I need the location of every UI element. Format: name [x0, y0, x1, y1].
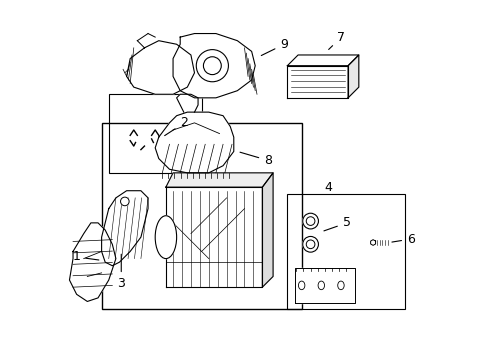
Polygon shape — [126, 41, 194, 94]
Circle shape — [121, 197, 129, 206]
Text: 3: 3 — [117, 254, 125, 290]
Ellipse shape — [155, 216, 176, 258]
Text: 1: 1 — [72, 250, 99, 264]
Text: 7: 7 — [328, 31, 345, 49]
Polygon shape — [69, 223, 116, 301]
Circle shape — [305, 240, 314, 249]
Ellipse shape — [317, 281, 324, 290]
Polygon shape — [165, 187, 262, 287]
Bar — [102, 123, 301, 309]
Polygon shape — [102, 191, 148, 266]
Text: 5: 5 — [323, 216, 350, 231]
Polygon shape — [165, 173, 272, 187]
Polygon shape — [176, 94, 198, 112]
Circle shape — [196, 50, 228, 82]
Ellipse shape — [337, 281, 344, 290]
Polygon shape — [173, 33, 255, 98]
Circle shape — [305, 217, 314, 225]
Text: 2: 2 — [164, 116, 188, 136]
Circle shape — [302, 237, 318, 252]
Text: 8: 8 — [240, 152, 272, 167]
Polygon shape — [155, 112, 233, 173]
Text: 9: 9 — [261, 38, 287, 55]
Circle shape — [302, 213, 318, 229]
Polygon shape — [370, 240, 375, 246]
Bar — [376, 241, 386, 244]
Ellipse shape — [298, 281, 304, 290]
Bar — [287, 194, 405, 309]
Text: 6: 6 — [391, 233, 414, 246]
Polygon shape — [262, 173, 272, 287]
Polygon shape — [294, 267, 354, 303]
Text: 4: 4 — [324, 181, 332, 194]
Circle shape — [203, 57, 221, 75]
Polygon shape — [347, 55, 358, 98]
Polygon shape — [287, 55, 358, 66]
Bar — [108, 94, 201, 173]
Polygon shape — [287, 66, 347, 98]
